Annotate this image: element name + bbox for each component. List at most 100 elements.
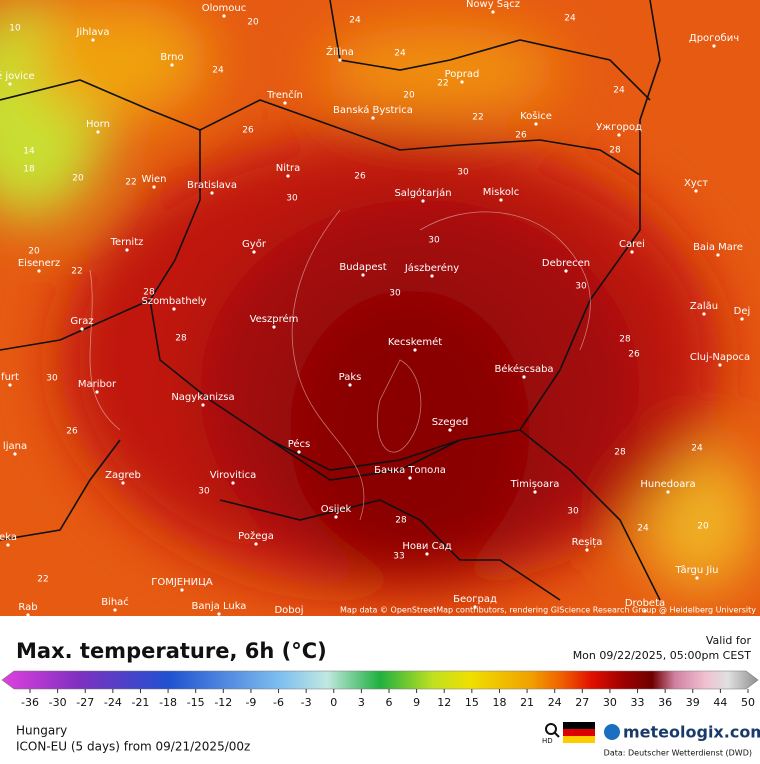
- colorbar-tick-label: 44: [713, 696, 727, 709]
- data-source: Data: Deutscher Wetterdienst (DWD): [604, 749, 752, 758]
- city-dot: [231, 481, 235, 485]
- contour-label: 20: [247, 18, 259, 28]
- colorbar-tick-label: 12: [437, 696, 451, 709]
- contour-label: 10: [9, 24, 21, 34]
- city-label: Brno: [160, 52, 183, 63]
- city-label: Osijek: [321, 504, 352, 515]
- city-label: ljana: [3, 441, 27, 452]
- city-dot: [37, 269, 41, 273]
- city-label: Maribor: [78, 379, 117, 390]
- contour-label: 22: [437, 79, 448, 89]
- city-label: Jihlava: [75, 27, 109, 38]
- city-label: Eisenerz: [18, 258, 60, 269]
- city-label: Wien: [142, 174, 167, 185]
- city-label: Pécs: [288, 438, 311, 450]
- region: Hungary: [16, 724, 67, 738]
- colorbar-tick-label: -9: [245, 696, 256, 709]
- city-label: Ternitz: [110, 237, 144, 248]
- contour-label: 22: [472, 113, 483, 123]
- contour-label: 22: [125, 178, 136, 188]
- city-dot: [13, 452, 17, 456]
- city-dot: [334, 515, 338, 519]
- contour-label: 24: [394, 49, 406, 59]
- city-dot: [252, 250, 256, 254]
- contour-label: 24: [349, 16, 361, 26]
- attribution: Map data © OpenStreetMap contributors, r…: [340, 606, 756, 615]
- contour-label: 30: [389, 289, 401, 299]
- city-label: Zagreb: [105, 470, 141, 481]
- city-dot: [533, 490, 537, 494]
- contour-label: 24: [691, 444, 703, 454]
- city-dot: [6, 543, 10, 547]
- city-dot: [201, 403, 205, 407]
- city-label: Nowy Sącz: [466, 0, 520, 10]
- city-label: Horn: [86, 119, 110, 130]
- contour-label: 30: [198, 487, 210, 497]
- colorbar-tick-label: 9: [413, 696, 420, 709]
- city-label: Nitra: [276, 163, 300, 174]
- city-dot: [534, 122, 538, 126]
- city-dot: [718, 363, 722, 367]
- city-dot: [491, 10, 495, 14]
- city-label: Zalău: [690, 301, 718, 312]
- city-label: Ужгород: [596, 122, 642, 133]
- city-label: Cluj-Napoca: [690, 352, 750, 363]
- city-label: Budapest: [339, 262, 386, 273]
- contour-label: 30: [575, 282, 587, 292]
- contour-label: 26: [66, 427, 78, 437]
- search-icon[interactable]: [545, 723, 560, 738]
- city-label: Kecskemét: [388, 336, 442, 348]
- city-label: Хуст: [684, 178, 708, 189]
- city-label: furt: [1, 372, 19, 383]
- city-label: Nagykanizsa: [171, 392, 234, 403]
- city-dot: [8, 383, 12, 387]
- city-dot: [26, 613, 30, 617]
- colorbar: [1, 670, 759, 690]
- valid-label: Valid for: [706, 634, 752, 647]
- city-label: Szombathely: [141, 296, 206, 307]
- city-dot: [172, 307, 176, 311]
- city-label: Košice: [520, 110, 552, 122]
- city-dot: [695, 576, 699, 580]
- contour-label: 28: [175, 334, 187, 344]
- city-label: ГОМЈЕНИЦА: [151, 577, 213, 588]
- city-dot: [152, 185, 156, 189]
- legend-title: Max. temperature, 6h (°C): [16, 639, 327, 663]
- city-label: Győr: [242, 238, 267, 250]
- city-dot: [473, 605, 477, 609]
- city-dot: [8, 82, 12, 86]
- flag: [563, 736, 595, 743]
- contour-label: 30: [428, 236, 440, 246]
- contour-label: 28: [609, 146, 621, 156]
- contour-label: 28: [395, 516, 407, 526]
- city-dot: [272, 325, 276, 329]
- city-label: Požega: [238, 530, 274, 542]
- colorbar-tick-label: 33: [631, 696, 645, 709]
- colorbar-tick-label: 30: [603, 696, 617, 709]
- city-label: Timișoara: [510, 479, 560, 490]
- brand[interactable]: meteologix.com: [623, 723, 760, 742]
- flag: [563, 722, 595, 729]
- city-label: Нови Сад: [402, 541, 451, 552]
- colorbar-tick-label: 0: [330, 696, 337, 709]
- city-label: Târgu Jiu: [675, 564, 719, 576]
- city-label: Бачка Топола: [374, 465, 446, 476]
- hd-label[interactable]: HD: [542, 737, 553, 745]
- colorbar-tick-label: 21: [520, 696, 534, 709]
- city-label: Paks: [339, 372, 362, 383]
- contour-label: 20: [28, 247, 40, 257]
- city-label: Hunedoara: [640, 479, 695, 490]
- map: [0, 0, 760, 616]
- model-run: ICON-EU (5 days) from 09/21/2025/00z: [16, 740, 250, 754]
- city-label: Banská Bystrica: [333, 104, 413, 116]
- city-dot: [522, 375, 526, 379]
- contour-label: 14: [23, 147, 35, 157]
- city-label: Doboj: [274, 605, 303, 616]
- city-dot: [408, 476, 412, 480]
- contour-label: 26: [354, 172, 366, 182]
- city-dot: [666, 490, 670, 494]
- city-label: eka: [0, 532, 17, 543]
- contour-label: 26: [242, 126, 254, 136]
- city-dot: [113, 608, 117, 612]
- colorbar-tick-label: 3: [358, 696, 365, 709]
